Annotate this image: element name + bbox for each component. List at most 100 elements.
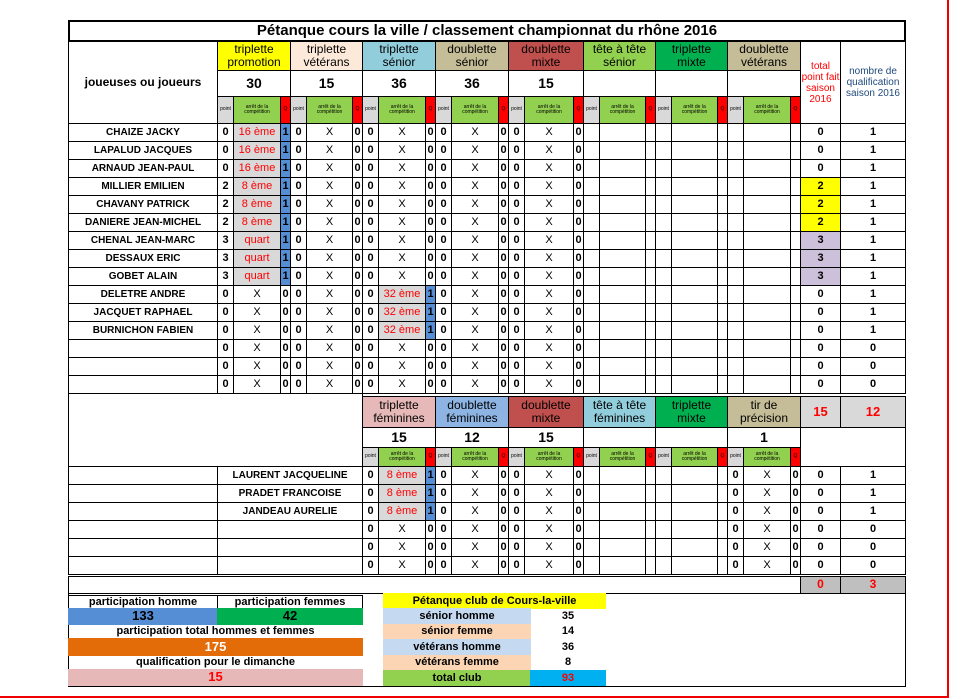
arret-cell[interactable]: X xyxy=(524,484,574,503)
point-cell[interactable]: 0 xyxy=(217,303,234,322)
point-cell[interactable]: 0 xyxy=(217,357,234,376)
point-cell[interactable]: 0 xyxy=(217,375,234,394)
arret-cell[interactable]: X xyxy=(451,375,499,394)
point-cell[interactable]: 0 xyxy=(435,249,452,268)
arret-cell[interactable]: X xyxy=(233,321,281,340)
point-cell[interactable]: 0 xyxy=(508,267,525,286)
arret-cell[interactable]: X xyxy=(451,159,499,178)
arret-cell[interactable]: 32 ème xyxy=(378,321,426,340)
arret-cell[interactable]: X xyxy=(451,195,499,214)
point-cell[interactable]: 0 xyxy=(435,213,452,232)
point-cell[interactable]: 0 xyxy=(362,538,379,557)
arret-cell[interactable]: X xyxy=(524,556,574,575)
point-cell[interactable]: 0 xyxy=(508,231,525,250)
arret-cell[interactable]: X xyxy=(378,213,426,232)
arret-cell[interactable]: quart xyxy=(233,231,281,250)
arret-cell[interactable]: X xyxy=(524,339,574,358)
arret-cell[interactable]: X xyxy=(233,285,281,304)
arret-cell[interactable]: X xyxy=(524,267,574,286)
arret-cell[interactable]: X xyxy=(306,285,353,304)
arret-cell[interactable]: 8 ème xyxy=(233,177,281,196)
arret-cell[interactable]: X xyxy=(524,231,574,250)
arret-cell[interactable]: X xyxy=(378,231,426,250)
point-cell[interactable]: 0 xyxy=(290,357,307,376)
arret-cell[interactable]: X xyxy=(306,339,353,358)
point-cell[interactable]: 0 xyxy=(362,556,379,575)
point-cell[interactable]: 0 xyxy=(362,520,379,539)
arret-cell[interactable]: X xyxy=(524,177,574,196)
point-cell[interactable]: 0 xyxy=(217,339,234,358)
point-cell[interactable]: 0 xyxy=(290,267,307,286)
arret-cell[interactable]: 8 ème xyxy=(233,213,281,232)
arret-cell[interactable]: 8 ème xyxy=(233,195,281,214)
arret-cell[interactable]: X xyxy=(378,159,426,178)
arret-cell[interactable]: X xyxy=(378,339,426,358)
point-cell[interactable]: 0 xyxy=(290,249,307,268)
point-cell[interactable]: 0 xyxy=(508,303,525,322)
point-cell[interactable]: 0 xyxy=(435,231,452,250)
point-cell[interactable]: 0 xyxy=(508,520,525,539)
point-cell[interactable]: 0 xyxy=(508,177,525,196)
point-cell[interactable]: 0 xyxy=(508,502,525,521)
arret-cell[interactable]: X xyxy=(451,556,499,575)
arret-cell[interactable]: X xyxy=(451,321,499,340)
point-cell[interactable]: 0 xyxy=(362,303,379,322)
point-cell[interactable]: 0 xyxy=(362,123,379,142)
point-cell[interactable]: 0 xyxy=(290,123,307,142)
point-cell[interactable]: 0 xyxy=(217,141,234,160)
point-cell[interactable]: 0 xyxy=(435,141,452,160)
arret-cell[interactable]: X xyxy=(451,123,499,142)
point-cell[interactable]: 0 xyxy=(508,141,525,160)
point-cell[interactable]: 0 xyxy=(362,357,379,376)
point-cell[interactable]: 0 xyxy=(290,177,307,196)
point-cell[interactable]: 0 xyxy=(508,285,525,304)
arret-cell[interactable]: X xyxy=(743,538,791,557)
point-cell[interactable]: 0 xyxy=(435,357,452,376)
point-cell[interactable]: 0 xyxy=(290,195,307,214)
point-cell[interactable]: 0 xyxy=(435,538,452,557)
arret-cell[interactable]: X xyxy=(378,123,426,142)
point-cell[interactable]: 0 xyxy=(290,231,307,250)
arret-cell[interactable]: X xyxy=(378,357,426,376)
point-cell[interactable]: 0 xyxy=(508,466,525,485)
arret-cell[interactable]: X xyxy=(743,484,791,503)
arret-cell[interactable]: quart xyxy=(233,267,281,286)
arret-cell[interactable]: X xyxy=(524,285,574,304)
arret-cell[interactable]: X xyxy=(306,303,353,322)
arret-cell[interactable]: X xyxy=(451,466,499,485)
arret-cell[interactable]: X xyxy=(306,177,353,196)
arret-cell[interactable]: X xyxy=(306,267,353,286)
arret-cell[interactable]: X xyxy=(451,249,499,268)
point-cell[interactable]: 0 xyxy=(362,231,379,250)
arret-cell[interactable]: X xyxy=(233,339,281,358)
arret-cell[interactable]: 32 ème xyxy=(378,285,426,304)
arret-cell[interactable]: X xyxy=(451,231,499,250)
point-cell[interactable]: 0 xyxy=(290,141,307,160)
point-cell[interactable]: 0 xyxy=(362,141,379,160)
arret-cell[interactable]: X xyxy=(524,123,574,142)
arret-cell[interactable]: X xyxy=(378,267,426,286)
arret-cell[interactable]: X xyxy=(743,466,791,485)
point-cell[interactable]: 2 xyxy=(217,195,234,214)
point-cell[interactable]: 0 xyxy=(435,484,452,503)
point-cell[interactable]: 0 xyxy=(435,556,452,575)
point-cell[interactable]: 3 xyxy=(217,231,234,250)
arret-cell[interactable]: 8 ème xyxy=(378,484,426,503)
point-cell[interactable]: 0 xyxy=(362,321,379,340)
arret-cell[interactable]: X xyxy=(306,231,353,250)
point-cell[interactable]: 0 xyxy=(508,213,525,232)
arret-cell[interactable]: X xyxy=(306,249,353,268)
point-cell[interactable]: 0 xyxy=(435,177,452,196)
arret-cell[interactable]: X xyxy=(451,177,499,196)
arret-cell[interactable]: X xyxy=(524,375,574,394)
point-cell[interactable]: 0 xyxy=(508,556,525,575)
point-cell[interactable]: 0 xyxy=(217,285,234,304)
point-cell[interactable]: 0 xyxy=(217,123,234,142)
arret-cell[interactable]: X xyxy=(524,520,574,539)
arret-cell[interactable]: X xyxy=(378,520,426,539)
point-cell[interactable]: 0 xyxy=(727,520,744,539)
point-cell[interactable]: 0 xyxy=(508,159,525,178)
arret-cell[interactable]: 32 ème xyxy=(378,303,426,322)
point-cell[interactable]: 0 xyxy=(290,375,307,394)
arret-cell[interactable]: 16 ème xyxy=(233,123,281,142)
